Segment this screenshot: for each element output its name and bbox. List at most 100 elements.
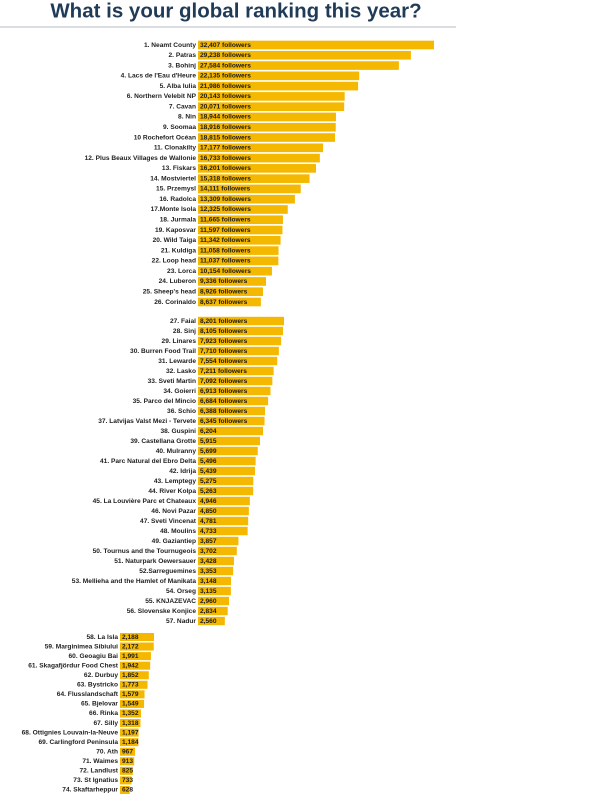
value-label: 1,318 (122, 720, 139, 727)
category-label: 74. Skaftarheppur (62, 787, 118, 794)
bar (198, 446, 258, 456)
value-label: 20,143 followers (200, 93, 251, 100)
bar (198, 277, 266, 286)
bar (198, 40, 434, 50)
value-label: 3,148 (200, 578, 217, 585)
category-label: 5. Alba Iulia (160, 83, 197, 90)
category-label: 37. Latvijas Valst Mezi - Tervete (98, 418, 196, 425)
bar (198, 236, 281, 245)
category-label: 19. Kaposvar (155, 227, 196, 234)
bar (198, 466, 256, 476)
bar (198, 356, 278, 366)
value-label: 11,597 followers (200, 227, 251, 234)
category-label: 40. Mulranny (156, 448, 197, 455)
category-label: 63. Bystricko (77, 682, 118, 689)
bar (120, 642, 154, 651)
bar (198, 436, 261, 446)
bar (198, 496, 250, 506)
value-label: 15,318 followers (200, 175, 251, 182)
category-label: 53. Mellieha and the Hamlet of Manikata (72, 578, 197, 585)
category-label: 6. Northern Velebit NP (127, 93, 197, 100)
category-label: 73. St Ignatius (73, 777, 118, 784)
category-label: 8. Nin (178, 114, 196, 121)
bar (198, 81, 359, 91)
value-label: 1,942 (122, 662, 139, 669)
category-label: 1. Neamt County (144, 42, 196, 49)
value-label: 5,439 (200, 468, 217, 475)
value-label: 825 (122, 768, 133, 775)
category-label: 72. Landlust (80, 768, 119, 775)
value-label: 2,960 (200, 598, 217, 605)
value-label: 4,781 (200, 518, 217, 525)
category-label: 67. Silly (93, 720, 118, 727)
bar (198, 112, 336, 122)
value-label: 7,211 followers (200, 368, 247, 375)
bar (198, 616, 225, 626)
bar (198, 416, 265, 426)
value-label: 5,699 (200, 448, 217, 455)
category-label: 49. Gaziantiep (152, 538, 196, 545)
category-label: 45. La Louvière Parc et Chateaux (93, 498, 197, 505)
bar (198, 174, 310, 183)
bar (198, 346, 279, 356)
category-label: 66. Rinka (89, 710, 118, 717)
bar (120, 757, 135, 766)
category-label: 56. Slovenske Konjice (127, 608, 197, 615)
bar (198, 486, 254, 496)
category-label: 30. Burren Food Trail (130, 348, 196, 355)
value-label: 2,834 (200, 608, 217, 615)
value-label: 3,353 (200, 568, 217, 575)
category-label: 15. Przemysl (156, 186, 196, 193)
value-label: 967 (122, 748, 133, 755)
category-label: 11. Clonakilty (154, 145, 196, 152)
category-label: 59. Marginimea Sibiului (45, 643, 118, 650)
bar (120, 776, 132, 785)
value-label: 3,135 (200, 588, 217, 595)
value-label: 11,665 followers (200, 217, 251, 224)
bar (198, 164, 316, 173)
bar (120, 671, 149, 680)
bar (198, 526, 248, 536)
bar (198, 194, 295, 204)
bar (120, 785, 130, 794)
bar (198, 386, 271, 396)
category-label: 47. Sveti Vincenat (140, 518, 197, 525)
category-label: 52.Sarreguemines (139, 568, 196, 575)
value-label: 17,177 followers (200, 145, 251, 152)
category-label: 7. Cavan (169, 103, 196, 110)
category-label: 36. Schio (167, 408, 196, 415)
bar (198, 366, 274, 376)
value-label: 8,637 followers (200, 299, 248, 306)
value-label: 21,986 followers (200, 83, 251, 90)
value-label: 1,184 (122, 739, 139, 746)
value-label: 27,584 followers (200, 62, 251, 69)
value-label: 2,172 (122, 643, 139, 650)
bar (198, 205, 288, 214)
category-label: 25. Sheep's head (143, 288, 196, 295)
category-label: 41. Parc Natural del Ebro Delta (100, 458, 196, 465)
category-label: 70. Ath (96, 748, 118, 755)
bar (198, 246, 279, 255)
bar (198, 143, 324, 153)
value-label: 7,092 followers (200, 378, 248, 385)
value-label: 8,201 followers (200, 318, 248, 325)
bar (198, 225, 283, 235)
value-label: 5,496 (200, 458, 217, 465)
category-label: 55. KNJAZEVAC (145, 598, 196, 605)
category-label: 12. Plus Beaux Villages de Wallonie (85, 155, 197, 162)
category-label: 51. Naturpark Oewersauer (114, 558, 196, 565)
value-label: 5,263 (200, 488, 217, 495)
value-label: 6,388 followers (200, 408, 248, 415)
category-label: 18. Jurmala (160, 217, 197, 224)
category-label: 35. Parco del Mincio (133, 398, 196, 405)
category-label: 64. Flusslandschaft (57, 691, 119, 698)
category-label: 31. Lewarde (158, 358, 196, 365)
value-label: 18,815 followers (200, 134, 251, 141)
bar (198, 606, 228, 616)
category-label: 46. Novi Pazar (151, 508, 196, 515)
bar (198, 215, 283, 225)
value-label: 1,773 (122, 682, 139, 689)
category-label: 54. Orseg (166, 588, 196, 595)
